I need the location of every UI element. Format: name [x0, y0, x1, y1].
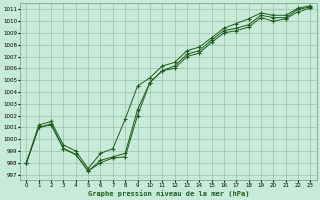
X-axis label: Graphe pression niveau de la mer (hPa): Graphe pression niveau de la mer (hPa) [88, 190, 249, 197]
